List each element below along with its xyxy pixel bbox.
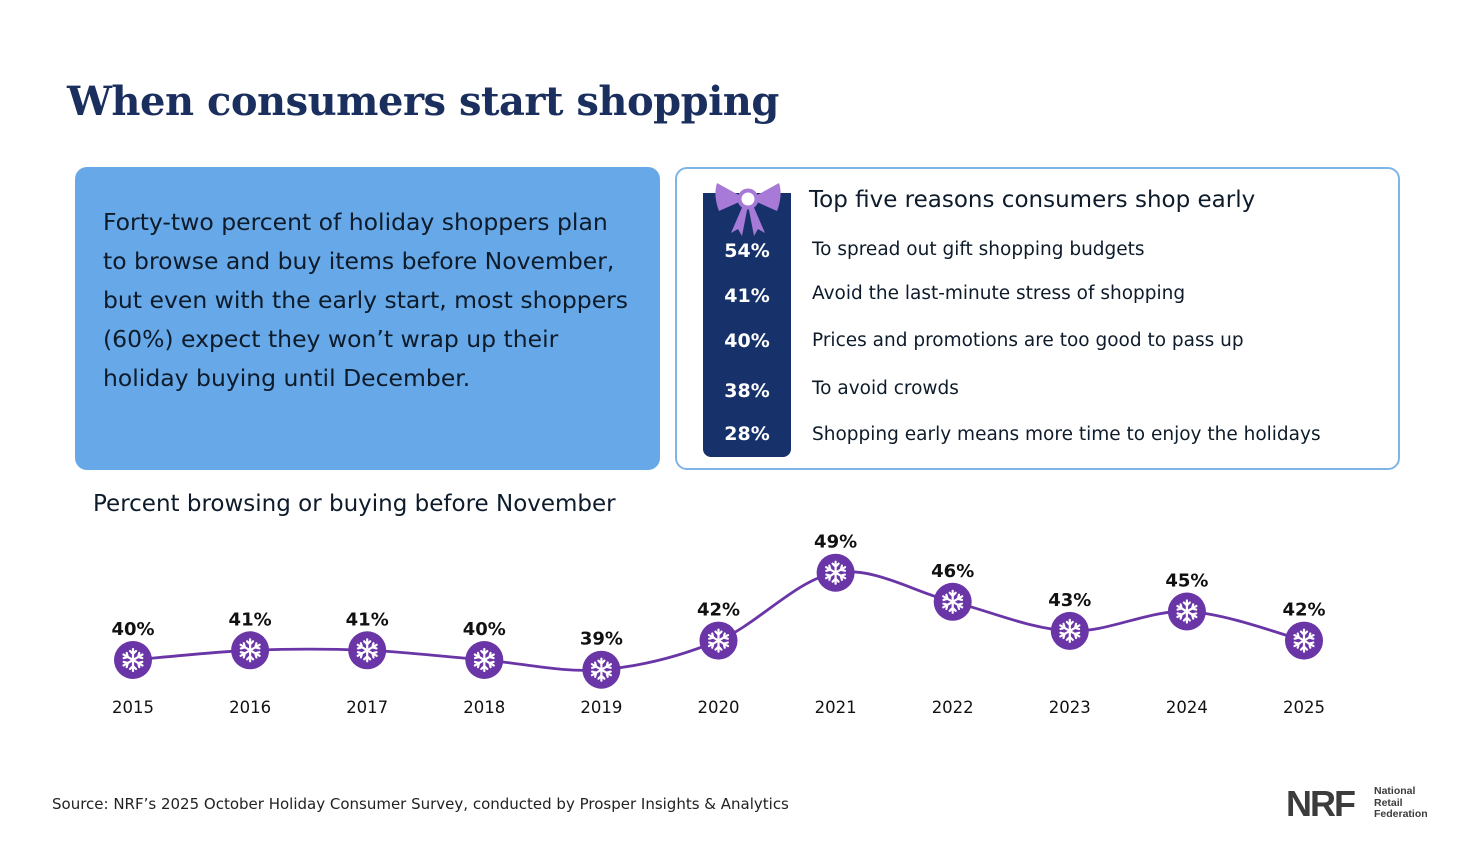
x-tick-label: 2022: [932, 698, 974, 717]
x-tick-label: 2024: [1166, 698, 1208, 717]
reason-text: Prices and promotions are too good to pa…: [812, 330, 1244, 351]
data-label: 49%: [814, 532, 857, 553]
data-label: 40%: [463, 619, 506, 640]
data-label: 43%: [1048, 590, 1091, 611]
line-chart: 40% 2015 41% 2016 41% 2017 40% 2018 39% 2019 42% 20…: [111, 532, 1325, 717]
data-label: 42%: [697, 600, 740, 621]
page-title: When consumers start shopping: [67, 78, 779, 125]
reason-text: To spread out gift shopping budgets: [812, 239, 1145, 260]
data-label: 41%: [229, 609, 272, 630]
data-label: 42%: [1282, 600, 1325, 621]
source-note: Source: NRF’s 2025 October Holiday Consu…: [52, 795, 789, 813]
reason-text: Avoid the last-minute stress of shopping: [812, 283, 1186, 304]
chart-title: Percent browsing or buying before Novemb…: [93, 491, 616, 517]
x-tick-label: 2021: [815, 698, 857, 717]
summary-callout: Forty-two percent of holiday shoppers pl…: [75, 167, 660, 470]
reason-percent: 38%: [724, 380, 770, 402]
x-tick-label: 2019: [580, 698, 622, 717]
reason-percent: 54%: [724, 240, 770, 262]
logo-line: Retail: [1374, 796, 1403, 809]
x-tick-label: 2023: [1049, 698, 1091, 717]
data-label: 41%: [346, 609, 389, 630]
x-tick-label: 2020: [698, 698, 740, 717]
reasons-panel: Top five reasons consumers shop early 54…: [675, 167, 1400, 470]
logo-name: National Retail Federation: [1374, 785, 1444, 821]
x-tick-label: 2025: [1283, 698, 1325, 717]
gift-bow-icon: [715, 183, 781, 236]
data-label: 46%: [931, 561, 974, 582]
x-tick-label: 2016: [229, 698, 271, 717]
summary-text: Forty-two percent of holiday shoppers pl…: [103, 208, 629, 392]
reason-text: Shopping early means more time to enjoy …: [812, 424, 1321, 445]
logo-mark: NRF: [1286, 783, 1356, 824]
reason-percent: 40%: [724, 330, 770, 352]
percent-column: [703, 193, 791, 457]
logo-line: Federation: [1374, 808, 1428, 820]
reasons-title: Top five reasons consumers shop early: [809, 187, 1256, 213]
data-label: 40%: [111, 619, 154, 640]
data-label: 45%: [1165, 571, 1208, 592]
reason-percent: 28%: [724, 423, 770, 445]
x-tick-label: 2015: [112, 698, 154, 717]
x-tick-label: 2018: [463, 698, 505, 717]
data-label: 39%: [580, 629, 623, 650]
logo-line: National: [1374, 785, 1416, 797]
reason-percent: 41%: [724, 285, 770, 307]
x-tick-label: 2017: [346, 698, 388, 717]
reason-text: To avoid crowds: [812, 378, 959, 399]
